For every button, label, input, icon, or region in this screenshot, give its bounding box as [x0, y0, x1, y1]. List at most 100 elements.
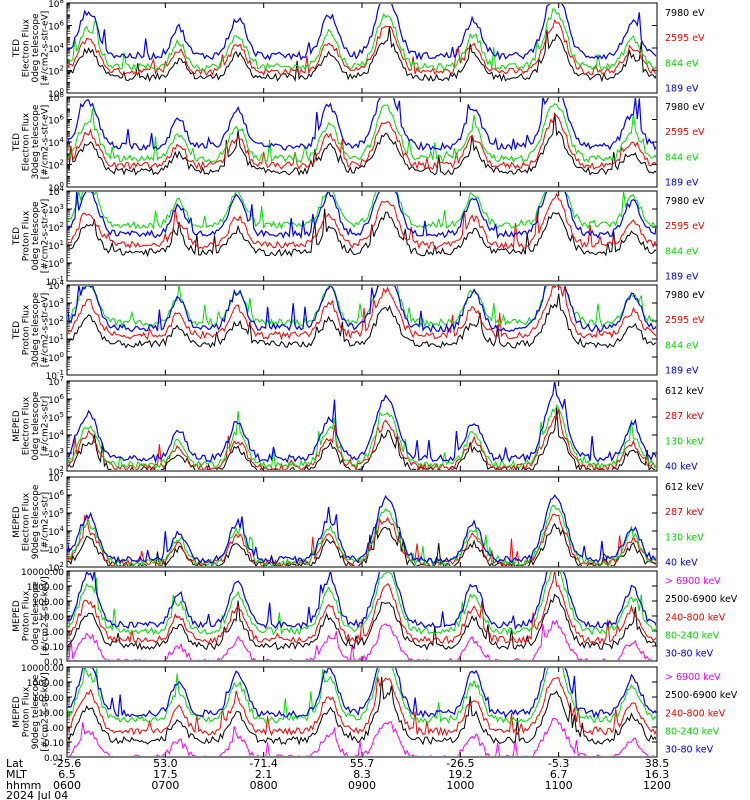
legend-entry: 40 keV	[665, 462, 698, 473]
y-tick-label: 10.00	[38, 613, 64, 623]
y-axis-label-line: TED	[12, 227, 22, 246]
y-tick-exponent: 6	[60, 393, 65, 401]
x-mlt-value: 6.7	[550, 768, 568, 781]
x-lat-value: -5.3	[548, 757, 569, 770]
y-axis-label-line: 0deg telescope	[31, 391, 41, 461]
series-line-189-ev	[68, 286, 656, 334]
series-line-844-ev	[68, 286, 656, 328]
y-tick-exponent: 7	[60, 471, 64, 479]
series-line-240-800-kev	[68, 676, 656, 737]
legend-entry: 7980 eV	[665, 8, 705, 19]
legend-entry: 2595 eV	[665, 127, 705, 138]
legend-entry: 844 eV	[665, 246, 699, 257]
series-line-240-800-kev	[68, 572, 656, 645]
x-hhmm-value: 1200	[643, 779, 671, 792]
y-tick-label: 106	[48, 393, 64, 406]
y-tick-exponent: 2	[60, 65, 64, 73]
series-line-2595-ev	[68, 19, 656, 77]
x-lat-value: -26.5	[446, 757, 474, 770]
x-lat-value: -71.4	[249, 757, 277, 770]
legend-entry: 40 keV	[665, 558, 698, 569]
y-tick-exponent: 6	[60, 20, 65, 28]
y-tick-exponent: -1	[57, 369, 64, 377]
y-tick-label: 103	[48, 447, 64, 460]
y-axis-label: MEPEDProton Flux90deg telescope[#/cm2-s-…	[12, 672, 51, 751]
y-tick-label: 106	[48, 489, 64, 502]
y-tick-exponent: 2	[60, 315, 64, 323]
y-tick-label: 10.00	[38, 709, 64, 719]
y-axis-label-line: [#/cm2-s-str-keV]	[40, 576, 50, 655]
x-row-label-hhmm: hhmm	[6, 779, 41, 792]
y-tick-label: 1.00	[44, 724, 64, 734]
y-axis-label: TEDProton Flux30deg telescope[#/cm2-s-st…	[12, 292, 51, 367]
series-line-844-ev	[68, 103, 656, 164]
y-axis-label: MEPEDElectron Flux0deg telescope[#/cm2-s…	[12, 391, 51, 461]
x-lat-value: 55.7	[350, 757, 375, 770]
y-tick-exponent: 8	[60, 91, 64, 99]
y-tick-exponent: 6	[60, 114, 65, 122]
y-axis-label-line: Proton Flux	[21, 210, 31, 261]
y-tick-exponent: 0	[60, 351, 64, 359]
x-lat-value: -25.6	[53, 757, 81, 770]
y-tick-exponent: 4	[60, 185, 65, 193]
y-axis-label-line: [#/cm2-s-str-eV]	[40, 293, 50, 368]
legend-entry: 30-80 keV	[665, 649, 714, 660]
y-tick-label: 100.00	[33, 694, 65, 704]
legend-entry: 80-240 keV	[665, 726, 720, 737]
y-axis-label-line: TED	[12, 321, 22, 340]
y-axis-label-line: Electron Flux	[21, 18, 31, 77]
y-axis-label-line: Proton Flux	[21, 590, 31, 641]
y-tick-label: 0.10	[44, 739, 64, 749]
y-axis-label-line: TED	[12, 39, 22, 58]
x-hhmm-value: 1100	[545, 779, 573, 792]
panel-7: 0.010.101.0010.00100.001000.0010000.00ME…	[12, 568, 738, 668]
y-axis-label-line: [#/cm2-s-str-keV]	[40, 672, 50, 751]
legend-entry: 130 keV	[665, 436, 704, 447]
legend-entry: 844 eV	[665, 58, 699, 69]
series-line-130-kev	[68, 404, 656, 470]
legend-entry: 130 keV	[665, 532, 704, 543]
y-tick-label: 1000.00	[27, 583, 64, 593]
x-mlt-value: 16.3	[645, 768, 670, 781]
y-tick-exponent: 4	[60, 136, 65, 144]
series-line-7980-ev	[68, 26, 656, 83]
series-group	[68, 572, 656, 660]
series-line-7980-ev	[68, 208, 656, 258]
y-tick-label: 106	[48, 20, 64, 33]
y-tick-label: 101	[48, 239, 64, 252]
y-tick-label: 103	[48, 203, 64, 216]
y-axis-label-line: 90deg telescope	[31, 674, 41, 749]
series-line-2595-ev	[68, 286, 656, 341]
y-tick-exponent: -1	[57, 275, 64, 283]
y-axis-label: TEDProton Flux0deg telescope[#/cm2-s-str…	[12, 199, 51, 274]
series-line-844-ev	[68, 192, 656, 231]
legend-entry: 612 keV	[665, 386, 704, 397]
panel-8: 0.010.101.0010.00100.001000.0010000.00ME…	[12, 664, 738, 764]
y-axis-label-line: Electron Flux	[21, 492, 31, 551]
series-line-40-kev	[68, 382, 656, 464]
y-tick-exponent: 3	[60, 543, 64, 551]
series-group	[68, 4, 656, 83]
x-hhmm-value: 0700	[151, 779, 179, 792]
x-mlt-value: 17.5	[153, 768, 178, 781]
legend-entry: 287 keV	[665, 411, 704, 422]
y-tick-exponent: 4	[60, 429, 65, 437]
y-axis-label-line: 0deg telescope	[31, 201, 41, 271]
series-line-30-80-kev	[68, 572, 656, 631]
y-tick-exponent: 3	[60, 297, 64, 305]
y-axis-label-line: 30deg telescope	[31, 292, 41, 367]
x-mlt-value: 19.2	[448, 768, 473, 781]
y-tick-label: 108	[48, 0, 64, 10]
series-line-2500-6900-kev	[68, 593, 656, 651]
x-hhmm-value: 0600	[53, 779, 81, 792]
series-line-612-kev	[68, 407, 656, 470]
y-tick-exponent: 0	[60, 87, 64, 95]
series-line-80-240-kev	[68, 668, 656, 724]
x-row-label-mlt: MLT	[6, 768, 27, 781]
y-tick-label: 100	[48, 351, 64, 364]
y-tick-exponent: 7	[60, 375, 64, 383]
series-line-7980-ev	[68, 293, 656, 349]
x-hhmm-value: 1000	[446, 779, 474, 792]
